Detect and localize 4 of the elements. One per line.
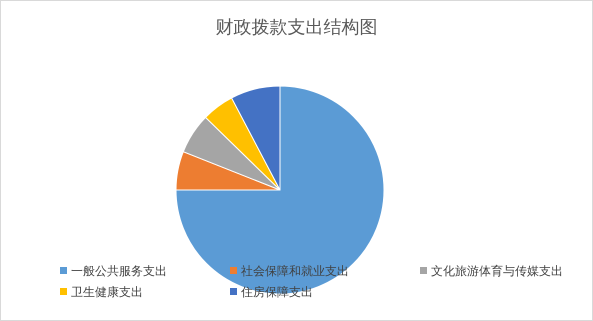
chart-title: 财政拨款支出结构图 (216, 17, 378, 38)
legend-label: 文化旅游体育与传媒支出 (431, 264, 563, 278)
legend-label: 一般公共服务支出 (71, 264, 167, 278)
legend-label: 卫生健康支出 (71, 285, 143, 299)
